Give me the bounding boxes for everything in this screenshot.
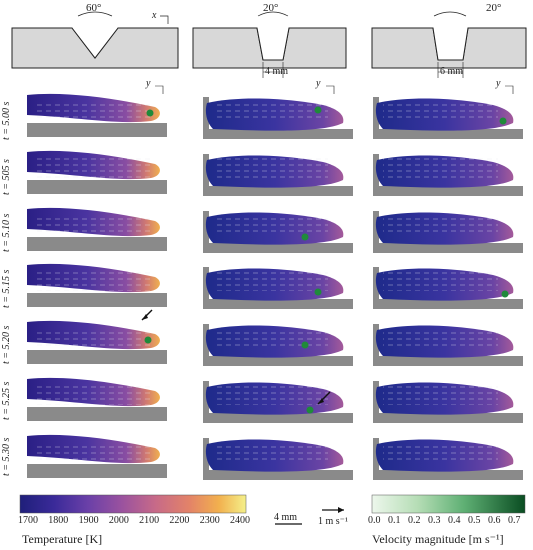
colorbar-tick: 2100 — [139, 515, 160, 526]
axis-x-label: x — [152, 10, 157, 21]
time-label: t = 5.30 s — [1, 437, 12, 476]
velocity-ref-arrowhead — [338, 507, 344, 513]
colorbar-tick: 0.1 — [388, 515, 401, 526]
axis-marker — [326, 85, 335, 94]
melt-pool-panel — [203, 267, 353, 309]
colorbar-tick: 0.4 — [448, 515, 461, 526]
melt-pool-panel — [203, 324, 353, 366]
melt-pool-panel — [373, 381, 523, 423]
colorbar-tick: 1900 — [78, 515, 99, 526]
gap-label-4mm: 4 mm — [265, 66, 289, 77]
axis-marker — [505, 85, 514, 94]
melt-pool-panel — [27, 150, 167, 194]
melt-pool-panel — [373, 211, 523, 253]
arrow-icon — [318, 398, 324, 404]
velocity-spot — [146, 109, 154, 117]
time-label: t = 505 s — [1, 159, 12, 195]
melt-pool-panel — [27, 320, 167, 364]
colorbar-tick: 0.3 — [428, 515, 441, 526]
melt-pool-panel — [203, 97, 353, 139]
schematic-60 — [11, 11, 179, 69]
time-label: t = 5.20 s — [1, 325, 12, 364]
velocity-spot — [314, 288, 322, 296]
arrow-icon — [142, 314, 148, 320]
velocity-spot — [301, 341, 309, 349]
temperature-colorbar — [19, 494, 247, 514]
melt-pool-panel — [203, 211, 353, 253]
schematic-20-4mm — [192, 11, 347, 78]
schematic-20-6mm — [371, 11, 527, 78]
colorbar-tick: 2200 — [169, 515, 190, 526]
velocity-spot — [499, 117, 507, 125]
melt-pool-panel — [27, 93, 167, 137]
time-label: t = 5.10 s — [1, 213, 12, 252]
axis-y-label: y — [496, 78, 501, 89]
time-label: t = 5.15 s — [1, 269, 12, 308]
time-label: t = 5.25 s — [1, 381, 12, 420]
melt-pool-panel — [373, 97, 523, 139]
colorbar-tick: 0.0 — [368, 515, 381, 526]
colorbar-tick: 0.2 — [408, 515, 421, 526]
melt-pool-panel — [27, 207, 167, 251]
melt-pool-panel — [27, 377, 167, 421]
melt-pool-panel — [27, 263, 167, 307]
melt-pool-panel — [203, 438, 353, 480]
velocity-spot — [144, 336, 152, 344]
angle-label-20a: 20° — [263, 2, 279, 14]
melt-pool-panel — [373, 267, 523, 309]
velocity-colorbar — [371, 494, 526, 514]
axis-y-label: y — [316, 78, 321, 89]
colorbar-tick: 0.7 — [508, 515, 521, 526]
temperature-label: Temperature [K] — [22, 532, 103, 546]
melt-pool-panel — [203, 381, 353, 423]
gap-label-6mm: 6 mm — [440, 66, 464, 77]
time-label: t = 5.00 s — [1, 101, 12, 140]
axis-marker — [155, 85, 164, 94]
melt-pool-panel — [373, 324, 523, 366]
colorbar-tick: 2300 — [199, 515, 220, 526]
velocity-spot — [314, 106, 322, 114]
velocity-spot — [301, 233, 309, 241]
velocity-spot — [501, 290, 509, 298]
melt-pool-panel — [373, 438, 523, 480]
axis-y-label: y — [146, 78, 151, 89]
velocity-ref-label: 1 m s⁻¹ — [318, 516, 348, 527]
colorbar-tick: 1700 — [18, 515, 38, 526]
colorbar-tick: 1800 — [48, 515, 69, 526]
melt-pool-panel — [373, 154, 523, 196]
scale-bar-label: 4 mm — [274, 512, 298, 523]
angle-label-60: 60° — [86, 2, 102, 14]
colorbar-tick: 0.6 — [488, 515, 501, 526]
angle-label-20b: 20° — [486, 2, 502, 14]
velocity-spot — [306, 406, 314, 414]
colorbar-tick: 2000 — [108, 515, 129, 526]
melt-pool-panel — [203, 154, 353, 196]
colorbar-tick: 2400 — [230, 515, 250, 526]
velocity-label: Velocity magnitude [m s⁻¹] — [372, 532, 504, 546]
melt-pool-panel — [27, 434, 167, 478]
colorbar-tick: 0.5 — [468, 515, 481, 526]
